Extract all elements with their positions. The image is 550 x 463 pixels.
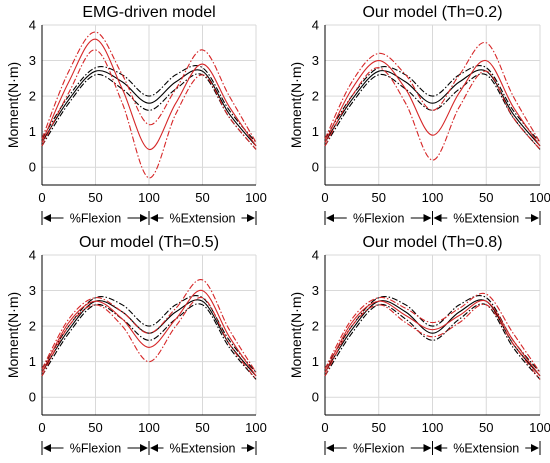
x-tick-label: 50 xyxy=(88,190,102,205)
y-tick-label: 2 xyxy=(29,319,36,334)
y-tick-label: 4 xyxy=(29,18,36,33)
flexion-phase-label: %Flexion xyxy=(353,442,404,456)
chart-title: EMG-driven model xyxy=(82,4,215,21)
y-axis-label: Moment(N·m) xyxy=(288,292,304,378)
x-tick-label: 50 xyxy=(195,420,209,435)
x-tick-label: 50 xyxy=(88,420,102,435)
x-tick-label: 50 xyxy=(479,190,493,205)
series-line-5 xyxy=(324,67,541,161)
x-tick-label: 100 xyxy=(138,420,160,435)
x-tick-label: 0 xyxy=(321,420,328,435)
x-tick-label: 50 xyxy=(372,420,386,435)
x-tick-label: 100 xyxy=(422,190,444,205)
y-tick-label: 0 xyxy=(312,160,319,175)
series-line-2 xyxy=(324,73,541,150)
y-tick-label: 3 xyxy=(29,53,36,68)
y-tick-label: 0 xyxy=(312,390,319,405)
x-tick-label: 0 xyxy=(38,190,45,205)
y-tick-label: 0 xyxy=(29,390,36,405)
flexion-phase-label: %Flexion xyxy=(70,212,121,226)
series-line-4 xyxy=(41,38,257,150)
y-axis-label: Moment(N·m) xyxy=(5,62,21,148)
panel-1: EMG-driven model 0 1 2 3 4 0 50 100 50 100 Moment(N… xyxy=(5,4,267,226)
panel-3: Our model (Th=0.5) 0 1 2 3 4 0 50 100 50 100 Moment… xyxy=(5,234,267,456)
y-tick-label: 0 xyxy=(29,160,36,175)
y-tick-label: 2 xyxy=(312,319,319,334)
series-line-6 xyxy=(324,292,541,373)
extension-phase-label: %Extension xyxy=(169,442,235,456)
extension-phase-label: %Extension xyxy=(453,442,519,456)
flexion-phase-label: %Flexion xyxy=(353,212,404,226)
series-line-6 xyxy=(41,31,257,143)
x-tick-label: 100 xyxy=(529,190,550,205)
flexion-phase-label: %Flexion xyxy=(70,442,121,456)
series-line-4 xyxy=(41,290,257,377)
series-line-4 xyxy=(324,60,541,147)
series-line-1 xyxy=(324,299,541,377)
series-line-1 xyxy=(41,299,257,377)
y-tick-label: 3 xyxy=(312,53,319,68)
y-tick-label: 1 xyxy=(29,124,36,139)
chart-title: Our model (Th=0.8) xyxy=(362,234,502,251)
y-tick-label: 2 xyxy=(29,89,36,104)
series-line-3 xyxy=(324,65,541,143)
y-tick-label: 4 xyxy=(312,248,319,263)
x-tick-label: 100 xyxy=(245,190,267,205)
x-tick-label: 100 xyxy=(529,420,550,435)
series-line-5 xyxy=(41,49,257,179)
series-line-2 xyxy=(41,303,257,380)
series-line-2 xyxy=(324,303,541,380)
extension-phase-label: %Extension xyxy=(453,212,519,226)
panel-4: Our model (Th=0.8) 0 1 2 3 4 0 50 100 50 100 Moment… xyxy=(288,234,550,456)
series-line-1 xyxy=(41,69,257,147)
x-tick-label: 50 xyxy=(372,190,386,205)
x-tick-label: 100 xyxy=(245,420,267,435)
x-tick-label: 100 xyxy=(422,420,444,435)
y-tick-label: 4 xyxy=(29,248,36,263)
x-tick-label: 0 xyxy=(38,420,45,435)
series-line-3 xyxy=(41,65,257,143)
y-axis-label: Moment(N·m) xyxy=(5,292,21,378)
series-line-6 xyxy=(324,42,541,143)
x-tick-label: 50 xyxy=(195,190,209,205)
chart-title: Our model (Th=0.2) xyxy=(362,4,502,21)
y-tick-label: 1 xyxy=(312,124,319,139)
series-line-5 xyxy=(324,303,541,380)
y-tick-label: 1 xyxy=(29,354,36,369)
y-tick-label: 4 xyxy=(312,18,319,33)
x-tick-label: 100 xyxy=(138,190,160,205)
series-line-1 xyxy=(324,69,541,147)
x-tick-label: 0 xyxy=(321,190,328,205)
y-tick-label: 2 xyxy=(312,89,319,104)
extension-phase-label: %Extension xyxy=(169,212,235,226)
series-line-4 xyxy=(324,299,541,377)
y-tick-label: 1 xyxy=(312,354,319,369)
x-tick-label: 50 xyxy=(479,420,493,435)
panel-2: Our model (Th=0.2) 0 1 2 3 4 0 50 100 50 100 Moment… xyxy=(288,4,550,226)
y-tick-label: 3 xyxy=(29,283,36,298)
y-axis-label: Moment(N·m) xyxy=(288,62,304,148)
y-tick-label: 3 xyxy=(312,283,319,298)
chart-title: Our model (Th=0.5) xyxy=(79,234,219,251)
